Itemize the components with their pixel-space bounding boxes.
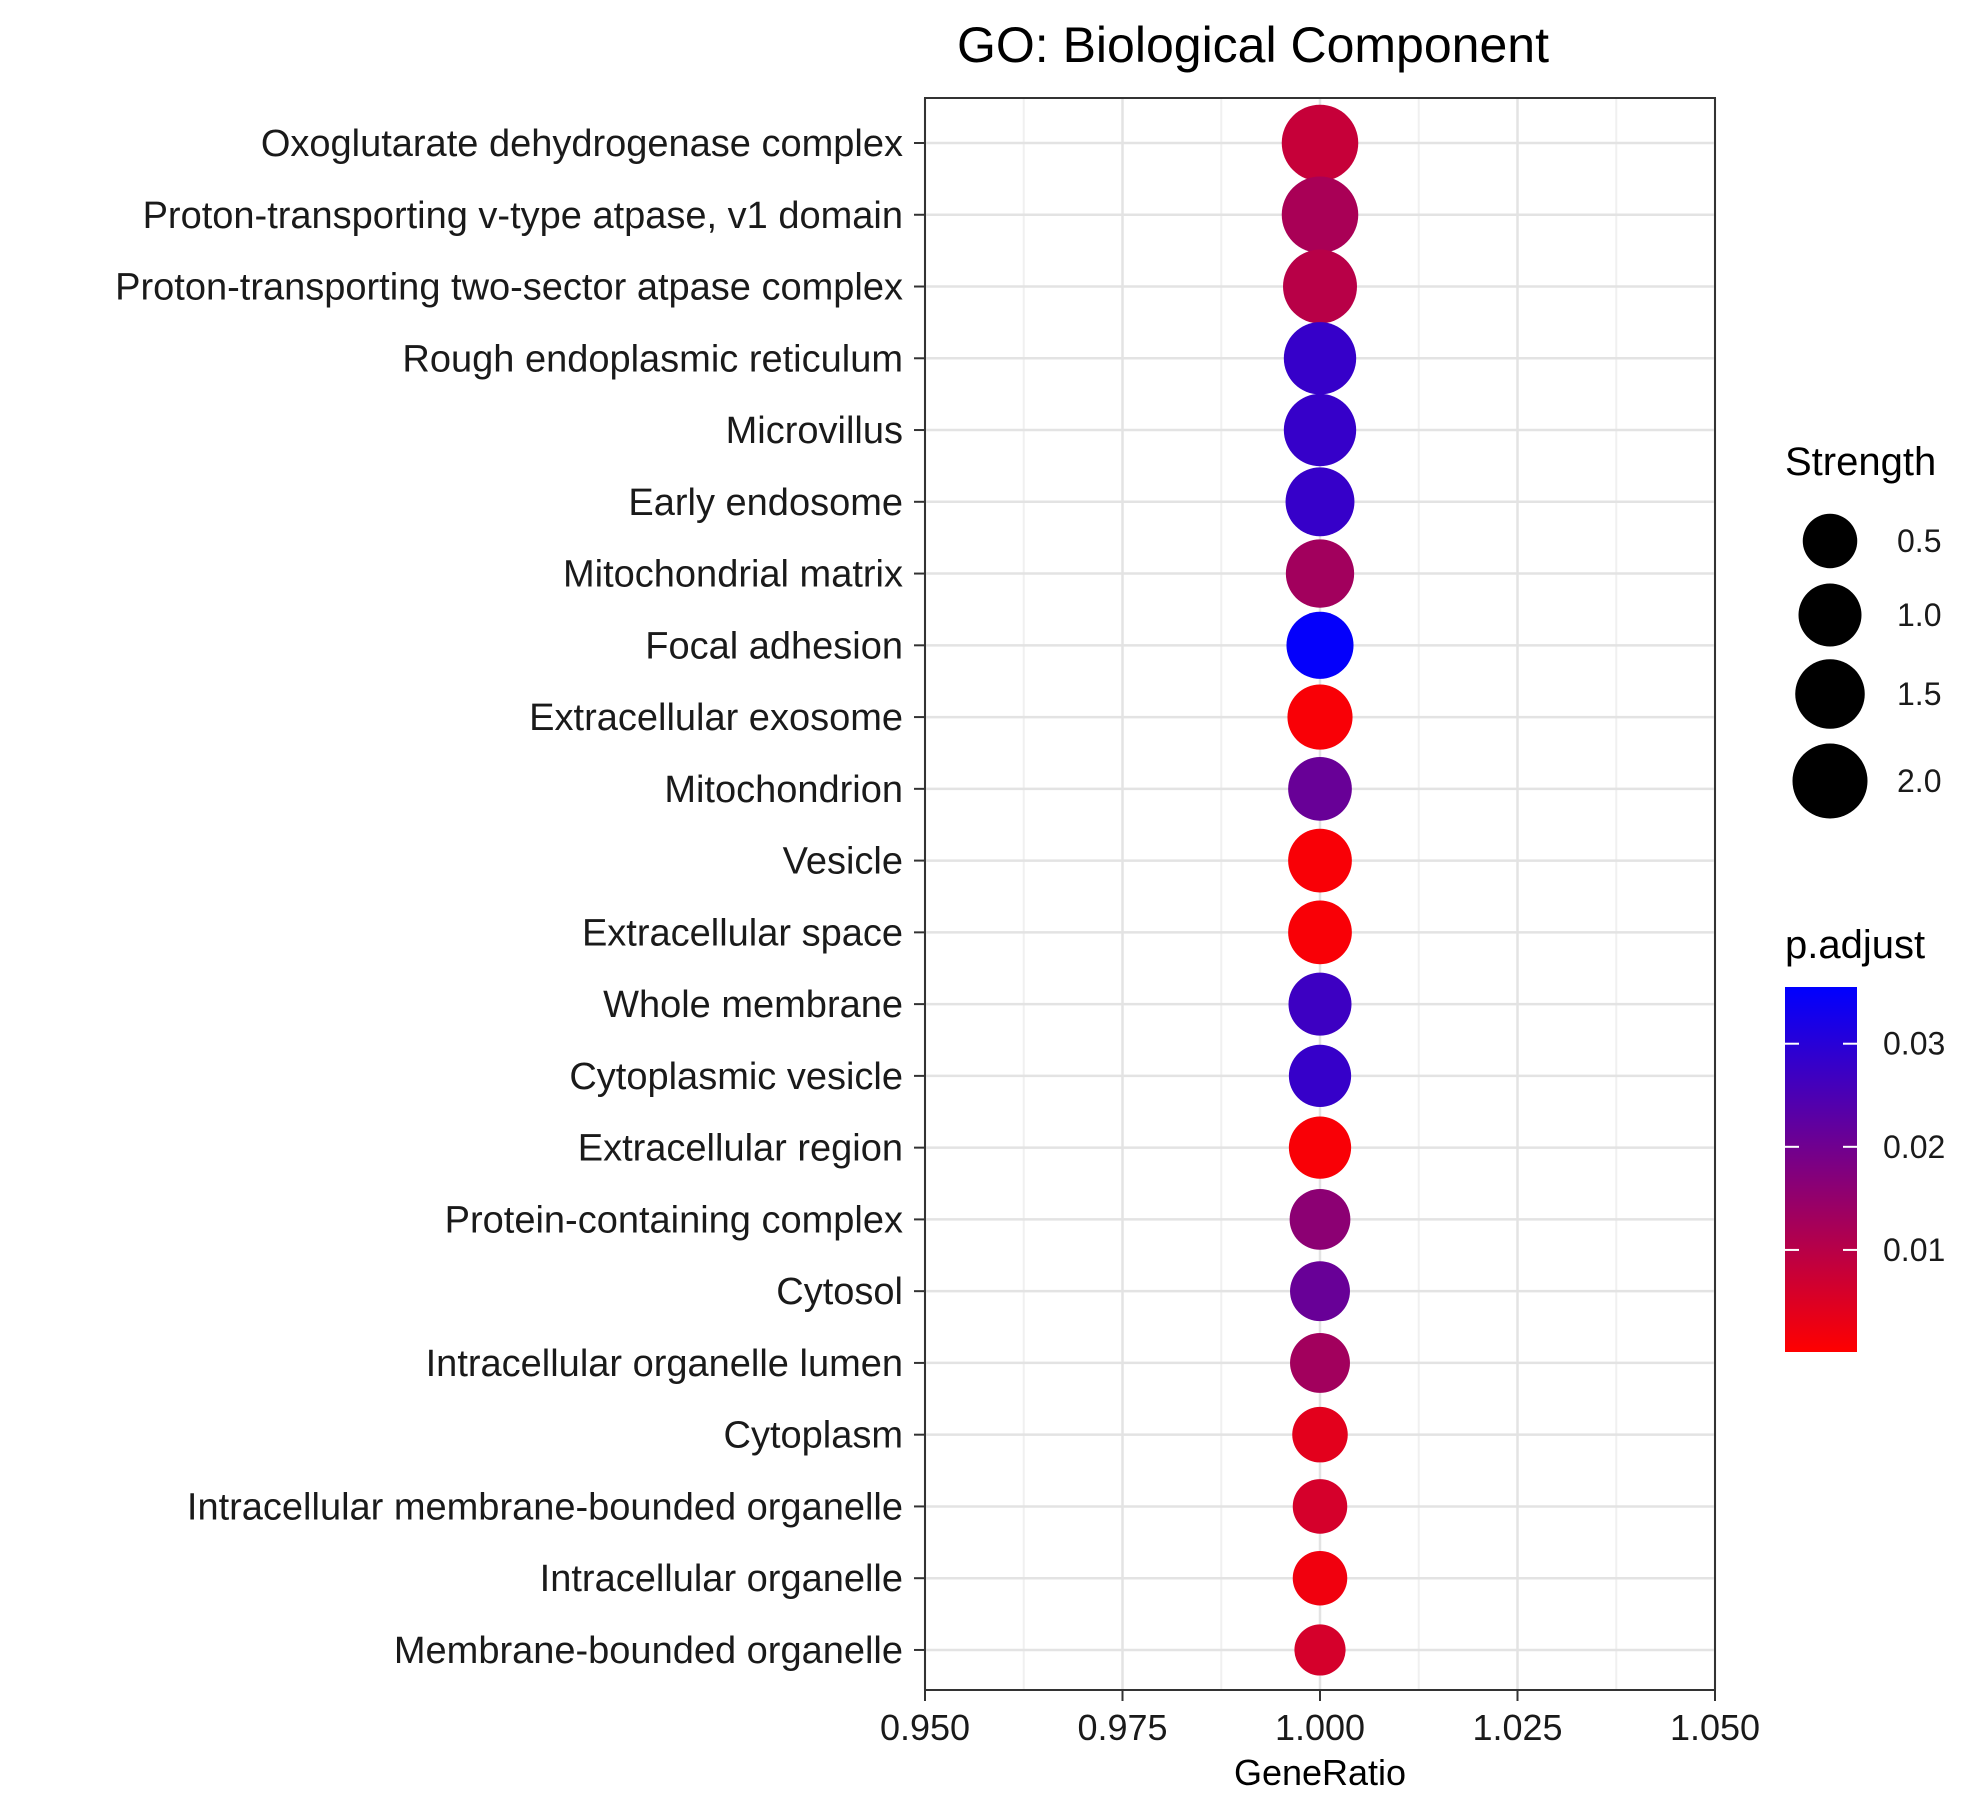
y-tick-label: Focal adhesion — [645, 625, 903, 667]
data-point — [1292, 1479, 1348, 1534]
data-point — [1285, 467, 1355, 537]
y-axis: Oxoglutarate dehydrogenase complex Proton… — [115, 123, 925, 1672]
y-tick-label: Microvillus — [726, 410, 903, 452]
x-tick-label: 1.000 — [1275, 1707, 1365, 1748]
y-tick-label: Whole membrane — [603, 984, 903, 1026]
data-point — [1286, 611, 1354, 679]
color-legend-bar — [1785, 987, 1857, 1352]
data-point — [1288, 1044, 1352, 1108]
data-point — [1288, 1116, 1352, 1179]
y-tick-label: Early endosome — [628, 482, 903, 524]
y-tick-label: Intracellular membrane-bounded organelle — [187, 1486, 903, 1528]
data-points — [1281, 104, 1359, 1676]
size-legend-key — [1802, 513, 1858, 569]
size-legend-label: 0.5 — [1897, 523, 1941, 559]
color-legend-title: p.adjust — [1785, 923, 1925, 967]
size-legend-key — [1792, 743, 1868, 819]
data-point — [1290, 1332, 1350, 1393]
size-legend-label: 1.0 — [1897, 597, 1941, 633]
y-tick-label: Rough endoplasmic reticulum — [402, 338, 903, 380]
color-legend-label: 0.01 — [1883, 1232, 1945, 1268]
data-point — [1283, 249, 1357, 324]
data-point — [1290, 1261, 1350, 1322]
y-tick-label: Oxoglutarate dehydrogenase complex — [261, 123, 903, 165]
y-tick-label: Cytoplasm — [724, 1415, 904, 1457]
color-legend: p.adjust 0.01 0.02 0.03 — [1785, 923, 1945, 1352]
data-point — [1292, 1406, 1348, 1463]
size-legend-title: Strength — [1785, 440, 1936, 484]
data-point — [1281, 104, 1359, 182]
x-tick-label: 1.025 — [1472, 1707, 1562, 1748]
x-axis-title: GeneRatio — [1234, 1752, 1406, 1793]
y-tick-label: Extracellular space — [582, 912, 903, 954]
data-point — [1285, 539, 1355, 608]
size-legend-label: 2.0 — [1897, 763, 1941, 799]
size-legend: Strength 0.5 1.0 1.5 2.0 — [1785, 440, 1941, 819]
x-tick-label: 0.975 — [1077, 1707, 1167, 1748]
data-point — [1283, 393, 1357, 467]
y-tick-label: Mitochondrial matrix — [563, 554, 903, 596]
y-tick-label: Intracellular organelle lumen — [426, 1343, 903, 1385]
size-legend-label: 1.5 — [1897, 676, 1941, 712]
color-legend-label: 0.03 — [1883, 1026, 1945, 1062]
color-legend-label: 0.02 — [1883, 1129, 1945, 1165]
y-tick-label: Intracellular organelle — [540, 1558, 903, 1600]
data-point — [1288, 828, 1352, 893]
x-tick-label: 0.950 — [880, 1707, 970, 1748]
data-point — [1288, 900, 1352, 965]
data-point — [1292, 1550, 1348, 1606]
y-tick-label: Protein-containing complex — [445, 1199, 903, 1241]
y-tick-label: Cytosol — [776, 1271, 903, 1313]
chart-title: GO: Biological Component — [957, 17, 1549, 73]
x-tick-label: 1.050 — [1670, 1707, 1760, 1748]
y-tick-label: Extracellular exosome — [529, 697, 903, 739]
data-point — [1289, 1189, 1351, 1250]
y-tick-label: Vesicle — [783, 841, 903, 883]
y-tick-label: Proton-transporting two-sector atpase co… — [115, 267, 903, 309]
y-tick-label: Proton-transporting v-type atpase, v1 do… — [143, 195, 903, 237]
y-tick-label: Extracellular region — [578, 1128, 903, 1170]
data-point — [1294, 1624, 1346, 1676]
data-point — [1283, 322, 1357, 395]
y-tick-label: Membrane-bounded organelle — [394, 1630, 903, 1672]
data-point — [1281, 176, 1359, 254]
size-legend-key — [1795, 659, 1865, 729]
y-tick-label: Mitochondrion — [664, 769, 903, 811]
size-legend-key — [1798, 583, 1862, 647]
x-axis: 0.950 0.975 1.000 1.025 1.050 — [880, 1690, 1760, 1748]
data-point — [1288, 972, 1352, 1036]
y-tick-label: Cytoplasmic vesicle — [569, 1056, 903, 1098]
data-point — [1287, 684, 1353, 750]
data-point — [1288, 756, 1352, 821]
